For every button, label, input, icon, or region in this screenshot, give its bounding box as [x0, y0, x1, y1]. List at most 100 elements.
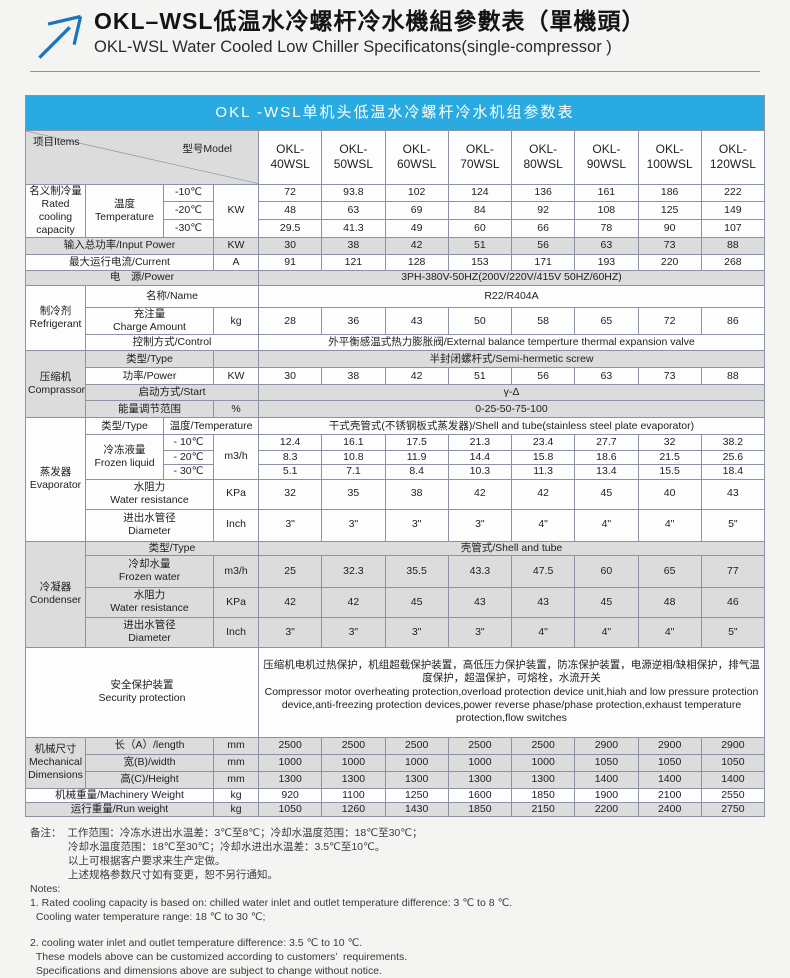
table-row: 启动方式/Start γ-Δ — [26, 384, 765, 402]
table-cell: 48 — [257, 201, 323, 221]
table-row: 运行重量/Run weight kg 1050 1260 1430 1850 2150 220… — [25, 801, 766, 817]
table-cell: 10.8 — [321, 450, 386, 466]
table-cell: 2150 — [510, 801, 576, 817]
table-cell: 84 — [447, 201, 513, 221]
label-compressor: 压缩机 Comprassor — [25, 350, 86, 419]
titles: OKL–WSL低温水冷螺杆冷水機組參數表（單機頭） OKL-WSL Water … — [94, 8, 645, 57]
label-machinery-weight: 机械重量/Machinery Weight — [25, 787, 214, 803]
table-cell: 1300 — [447, 770, 513, 789]
table-row: 冷冻液量 Frozen liquid - 10℃ m3/h 12.4 16.1 17.5 2… — [26, 434, 766, 480]
table-cell: 28 — [257, 306, 323, 336]
model-header-okl-120wsl: OKL- 120WSL — [700, 130, 766, 185]
model-header-okl-90wsl: OKL- 90WSL — [574, 130, 639, 185]
table-cell: 1000 — [447, 753, 513, 772]
table-cell: 88 — [700, 367, 766, 386]
diagonal-line — [26, 131, 258, 184]
table-cell: 47.5 — [510, 554, 576, 588]
table-cell: 1000 — [510, 753, 576, 772]
table-cell: 8.4 — [384, 464, 449, 480]
table-cell: 51 — [447, 237, 513, 255]
table-cell: 108 — [574, 201, 639, 221]
table-cell: 3" — [384, 616, 449, 648]
table-cell: 温度/Temperature — [163, 417, 259, 436]
table-cell: mm — [213, 770, 259, 789]
table-cell: 1300 — [321, 770, 386, 789]
table-cell: 高(C)/Height — [85, 770, 214, 789]
table-cell: 18.4 — [700, 464, 766, 480]
table-cell: 222 — [700, 183, 766, 203]
table-cell: 38 — [321, 237, 386, 255]
spec-table: OKL -WSL单机头低温水冷螺杆冷水机组参数表 项目Items 型号Model… — [25, 95, 766, 817]
note-line — [30, 924, 760, 936]
table-cell: 60 — [447, 219, 513, 238]
table-cell: 58 — [510, 306, 576, 336]
table-cell: 86 — [700, 306, 766, 336]
table-cell: 128 — [384, 254, 449, 271]
table-cell: 21.5 — [637, 450, 702, 466]
table-row: 功率/Power KW 30 38 42 51 56 63 73 88 — [26, 367, 766, 386]
table-cell: 56 — [510, 237, 576, 255]
page-title-zh: OKL–WSL低温水冷螺杆冷水機組參數表（單機頭） — [94, 8, 646, 34]
table-cell: 1250 — [384, 787, 449, 803]
table-cell: 1260 — [321, 801, 386, 817]
label-refrigerant: 制冷剂 Refrigerant — [25, 284, 86, 352]
model-header-okl-40wsl: OKL- 40WSL — [257, 130, 323, 185]
model-header-okl-50wsl: OKL- 50WSL — [321, 130, 386, 185]
corner-cell: 项目Items 型号Model — [25, 130, 259, 185]
table-cell: 35 — [321, 478, 386, 510]
notes-zh: 备注： 工作范围：冷冻水进出水温差：3℃至8℃；冷却水温度范围：18℃至30℃；… — [30, 826, 760, 882]
table-cell: mm — [213, 753, 259, 772]
table-cell: 宽(B)/width — [85, 753, 214, 772]
table-cell: 2900 — [637, 736, 702, 755]
table-cell: 60 — [574, 554, 639, 588]
table-cell: 29.5 — [257, 219, 323, 238]
table-cell: 45 — [574, 586, 639, 618]
table-cell: Inch — [213, 616, 259, 648]
table-cell: 1900 — [574, 787, 639, 803]
table-row: 输入总功率/Input Power KW 30 38 42 51 56 63 73 88 — [25, 237, 766, 255]
table-cell: 72 — [257, 183, 323, 203]
table-cell: 125 — [637, 201, 702, 221]
table-cell: 10.3 — [447, 464, 513, 480]
table-cell: 63 — [574, 237, 639, 255]
table-cell: 类型/Type — [85, 417, 164, 436]
note-line: 2. cooling water inlet and outlet temper… — [30, 936, 363, 949]
table-cell: -20℃ — [163, 201, 214, 221]
table-cell: 12.4 — [257, 434, 323, 452]
note-line: Specifications and dimensions above are … — [30, 964, 382, 977]
table-cell: 1850 — [510, 787, 576, 803]
table-cell: 153 — [447, 254, 513, 271]
table-cell: 63 — [321, 201, 386, 221]
table-cell: 3" — [384, 508, 449, 542]
table-row: 宽(B)/width mm 1000 1000 1000 1000 1000 1050 1050… — [26, 753, 766, 772]
table-cell: 1400 — [700, 770, 766, 789]
table-cell: 3PH-380V-50HZ(200V/220V/415V 50HZ/60HZ) — [258, 270, 765, 286]
table-cell: - 10℃ — [163, 434, 214, 452]
table-cell: 42 — [384, 237, 449, 255]
table-cell: 2500 — [257, 736, 323, 755]
model-header-okl-60wsl: OKL- 60WSL — [384, 130, 449, 185]
table-cell: 4" — [574, 508, 639, 542]
table-cell: 功率/Power — [85, 367, 214, 386]
label-run-weight: 运行重量/Run weight — [25, 801, 214, 817]
model-header-okl-70wsl: OKL- 70WSL — [447, 130, 513, 185]
table-cell: 42 — [321, 586, 386, 618]
table-cell: KW — [213, 183, 259, 238]
table-cell: 91 — [257, 254, 323, 271]
table-cell: 43.3 — [447, 554, 513, 588]
table-cell: 65 — [637, 554, 702, 588]
table-cell: 类型/Type — [85, 350, 214, 369]
label-power-supply: 电 源/Power — [25, 270, 259, 286]
table-cell: 长（A）/length — [85, 736, 214, 755]
table-cell: 1050 — [257, 801, 323, 817]
table-cell: 1400 — [637, 770, 702, 789]
note-line: Notes: — [30, 882, 61, 895]
model-header-okl-80wsl: OKL- 80WSL — [510, 130, 576, 185]
table-cell: 220 — [637, 254, 702, 271]
table-cell: 15.5 — [637, 464, 702, 480]
table-row: 冷凝器 Condenser 类型/Type 壳管式/Shell and tube — [25, 540, 765, 648]
table-cell: 3" — [447, 616, 513, 648]
table-cell: 93.8 — [321, 183, 386, 203]
table-cell: 2900 — [700, 736, 766, 755]
table-cell: 进出水管径 Diameter — [85, 616, 214, 648]
